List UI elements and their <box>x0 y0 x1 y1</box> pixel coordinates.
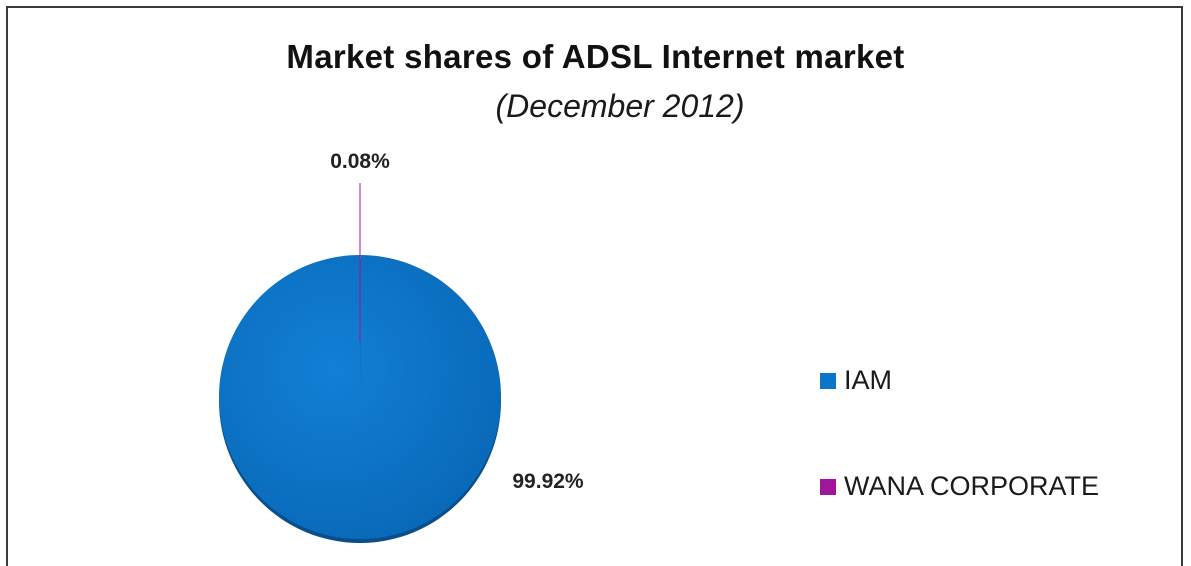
legend-label-wana-corporate: WANA CORPORATE <box>844 471 1100 501</box>
legend-swatch-wana-corporate <box>820 478 836 495</box>
data-label-iam: 99.92% <box>512 470 584 493</box>
chart-title: Market shares of ADSL Internet market <box>286 38 905 75</box>
pie-slice-iam <box>218 254 501 539</box>
legend-item-wana-corporate: WANA CORPORATE <box>820 471 1099 502</box>
chart-subtitle: (December 2012) <box>495 88 745 124</box>
legend-swatch-iam <box>820 372 836 389</box>
legend-label-iam: IAM <box>844 365 893 395</box>
data-label-wana-corporate: 0.08% <box>330 150 390 173</box>
chart-frame <box>6 6 1183 566</box>
legend-item-iam: IAM <box>820 365 892 396</box>
